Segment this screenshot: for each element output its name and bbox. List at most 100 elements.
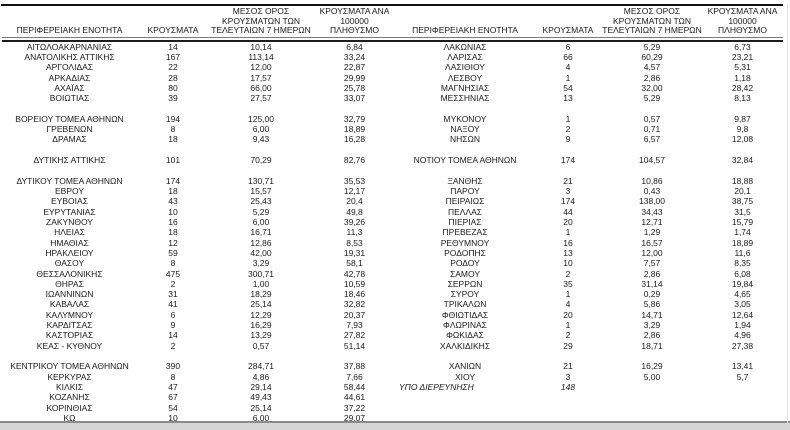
per100k-value: 3,05 [734,299,751,310]
region-name: ΚΙΛΚΙΣ [56,381,83,392]
avg7-value: 5,29 [643,93,661,104]
table-row: ΑΧΑΪΑΣ 80 66,00 25,78 [2,83,396,93]
avg7-value: 29,14 [250,381,272,392]
avg7-value: 104,57 [639,155,665,166]
region-name: ΣΑΜΟΥ [449,268,480,279]
spacer-row [396,351,783,361]
table-row: ΡΕΘΥΜΝΟΥ 16 16,57 18,89 [396,237,783,248]
region-name: ΚΑΣΤΟΡΙΑΣ [45,330,94,341]
table-row: ΔΥΤΙΚΗΣ ΑΤΤΙΚΗΣ 101 70,29 82,76 [2,155,396,165]
region-name: ΜΕΣΣΗΝΙΑΣ [440,93,490,104]
region-name: ΙΩΑΝΝΙΝΩΝ [45,289,94,300]
per100k-value: 37,88 [343,361,366,372]
per100k-value: 39,26 [343,216,366,227]
avg7-value: 27,57 [250,93,272,104]
avg7-value: 16,29 [641,361,663,372]
per100k-value: 8,35 [734,258,751,269]
per100k-value: 12,17 [343,186,366,196]
per100k-value: 27,38 [731,340,754,351]
table-row: ΞΑΝΘΗΣ 21 10,86 18,88 [396,176,783,186]
cases-value: 54 [168,402,178,413]
cases-value: 54 [563,82,573,93]
table-row: ΚΑΒΑΛΑΣ 41 25,14 32,82 [2,299,396,309]
cases-value: 59 [168,247,178,258]
region-name: ΦΛΩΡΙΝΑΣ [443,320,487,331]
region-name: ΜΑΓΝΗΣΙΑΣ [440,82,490,93]
spacer-cell [137,145,209,155]
region-name: ΡΕΘΥΜΝΟΥ [440,237,490,248]
col-header-label: ΚΡΟΥΣΜΑΤΑ ΑΝΑ 100000 ΠΛΗΘΥΣΜΟ [702,6,783,38]
spacer-cell [396,165,534,175]
cases-value: 44 [563,206,573,217]
avg7-value: 0,57 [643,113,661,124]
region-name: ΓΡΕΒΕΝΩΝ [46,124,93,135]
per100k-value: 82,76 [343,155,366,166]
avg7-value: 5,00 [643,371,661,382]
per100k-value: 42,78 [343,268,366,279]
col-header-region: ΠΕΡΙΦΕΡΕΙΑΚΗ ΕΝΟΤΗΤΑ [396,7,534,41]
col-header-per100k: ΚΡΟΥΣΜΑΤΑ ΑΝΑ 100000 ΠΛΗΘΥΣΜΟ [313,6,396,41]
table-row: ΘΗΡΑΣ 2 1,00 10,59 [2,279,396,289]
spacer-row [396,402,783,412]
spacer-cell [396,351,534,361]
spacer-cell [2,165,137,175]
region-name: ΠΕΙΡΑΙΩΣ [445,196,485,207]
cases-value: 20 [563,309,573,320]
spacer-row [396,145,783,155]
region-name: ΧΑΝΙΩΝ [448,361,482,372]
cases-value: 390 [165,361,181,372]
spacer-cell [313,351,396,361]
region-name: ΡΟΔΟΥ [450,258,480,269]
table-row: ΚΑΣΤΟΡΙΑΣ 14 13,29 27,82 [2,330,396,340]
avg7-value: 3,29 [252,258,270,269]
table-row: ΜΕΣΣΗΝΙΑΣ 13 5,29 8,13 [396,93,783,103]
cases-value: 1 [565,320,571,331]
table-row: ΣΕΡΡΩΝ 35 31,14 19,84 [396,279,783,289]
table-row: ΕΒΡΟΥ 18 15,57 12,17 [2,186,396,196]
cases-value: 35 [563,278,573,289]
spacer-cell [702,351,783,361]
per100k-value: 18,89 [731,237,754,248]
spacer-cell [313,103,396,113]
cases-value: 18 [168,134,178,145]
region-name: ΔΥΤΙΚΗΣ ΑΤΤΙΚΗΣ [33,155,106,166]
table-row: ΙΩΑΝΝΙΝΩΝ 31 18,29 18,46 [2,289,396,299]
region-name: ΜΥΚΟΝΟΥ [443,113,487,124]
region-name: ΛΑΡΙΣΑΣ [447,51,483,62]
cases-value: 29 [563,340,573,351]
spacer-cell [702,392,783,402]
per100k-value: 32,79 [343,113,366,124]
per100k-value: 1,18 [734,72,751,83]
avg7-value: 49,43 [250,392,272,403]
region-name: ΑΝΑΤΟΛΙΚΗΣ ΑΤΤΙΚΗΣ [24,51,115,62]
avg7-value: 9,43 [252,134,270,145]
per100k-value: 11,6 [734,247,751,258]
table-row: ΠΙΕΡΙΑΣ 20 12,71 15,79 [396,217,783,227]
avg7-value: 17,57 [250,72,272,83]
header-row: ΠΕΡΙΦΕΡΕΙΑΚΗ ΕΝΟΤΗΤΑ ΚΡΟΥΣΜΑΤΑ ΜΕΣΟΣ ΟΡΟΣ … [396,6,783,41]
per100k-value: 8,53 [346,237,363,248]
cases-value: 475 [165,268,181,279]
avg7-value: 1,00 [252,278,270,289]
region-name: ΘΑΣΟΥ [54,258,85,269]
cases-value: 1 [565,113,571,124]
table-row: ΚΟΡΙΝΘΙΑΣ 54 25,14 37,22 [2,402,396,413]
table-row: ΠΑΡΟΥ 3 0,43 20,1 [396,186,783,196]
avg7-value: 5,29 [252,206,270,217]
col-header-label: ΚΡΟΥΣΜΑΤΑ [137,26,209,38]
table-row: ΑΡΓΟΛΙΔΑΣ 22 12,00 22,87 [2,62,396,72]
table-row: ΦΛΩΡΙΝΑΣ 1 3,29 1,94 [396,320,783,330]
per100k-value: 29,99 [343,72,366,83]
avg7-value: 1,29 [643,227,661,238]
table-row: ΒΟΙΩΤΙΑΣ 39 27,57 33,07 [2,93,396,103]
per100k-value: 18,89 [343,124,366,135]
per100k-value: 9,87 [734,113,751,124]
per100k-value: 38,75 [731,196,754,207]
avg7-value: 2,86 [643,330,661,341]
table-row: ΦΩΚΙΔΑΣ 2 2,86 4,96 [396,330,783,340]
avg7-value: 10,14 [250,41,272,52]
avg7-value: 25,14 [250,402,272,413]
cases-value: 10 [168,412,178,423]
header-row: ΠΕΡΙΦΕΡΕΙΑΚΗ ΕΝΟΤΗΤΑ ΚΡΟΥΣΜΑΤΑ ΜΕΣΟΣ ΟΡΟΣ … [2,6,396,41]
cases-value: 16 [563,237,573,248]
